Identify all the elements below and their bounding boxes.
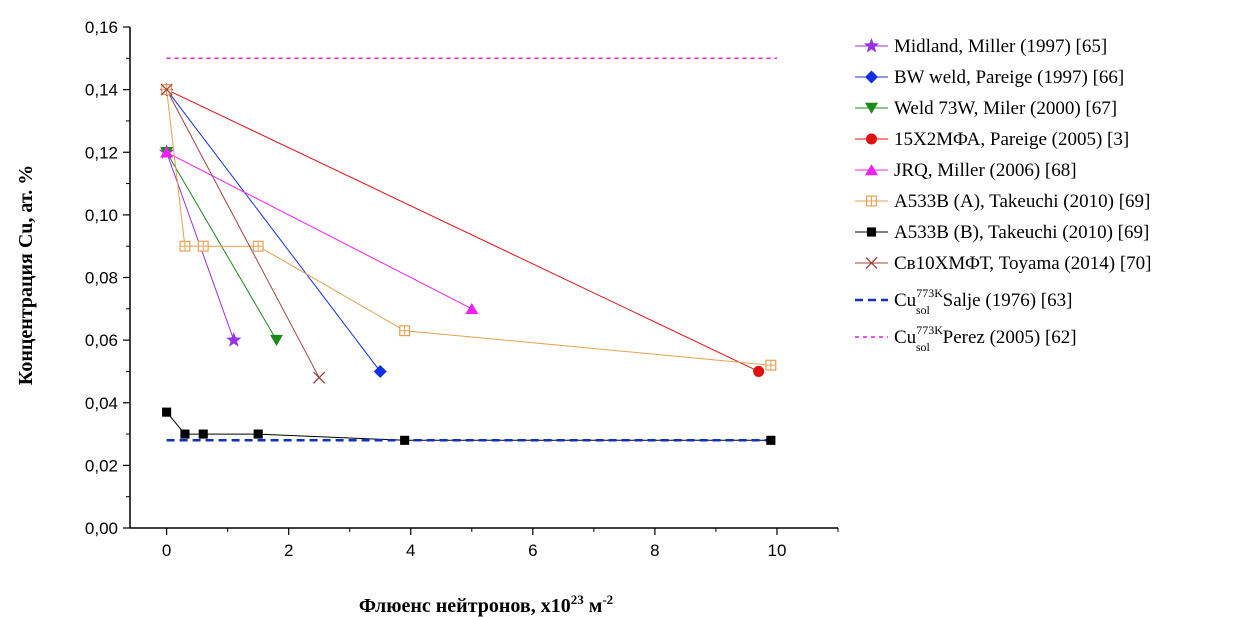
x-stroke-2	[865, 256, 878, 270]
triangle-up-shape	[865, 164, 878, 176]
marker-square-cross	[252, 240, 264, 252]
y-tick-label: 0,08	[85, 269, 118, 288]
circle-shape	[865, 133, 878, 145]
axes: 0 2 4 6 8 10 0,00 0,02 0,04 0,06 0,08 0,10 0,12 0,14 0…	[85, 18, 839, 560]
legend-item: A533B (A), Takeuchi (2010) [69]	[855, 191, 1150, 212]
diamond-shape	[373, 364, 387, 378]
marker-circle	[865, 133, 878, 145]
y-tick-label: 0,14	[85, 81, 118, 100]
series-line-4	[166, 151, 473, 310]
y-tick-label: 0,02	[85, 456, 118, 475]
square-shape	[162, 407, 172, 417]
y-tick-label: 0,04	[85, 394, 118, 413]
marker-star	[226, 332, 242, 347]
marker-square	[766, 435, 776, 445]
y-tick-label: 0,06	[85, 331, 118, 350]
square-shape	[180, 429, 190, 439]
square-shape	[400, 435, 410, 445]
legend-label: BW weld, Pareige (1997) [66]	[894, 67, 1124, 88]
legend-item: 15Х2МФА, Pareige (2005) [3]	[855, 129, 1129, 150]
series-layer	[159, 57, 777, 445]
x-stroke-2	[313, 371, 326, 384]
marker-square-cross	[179, 240, 191, 252]
legend-item: Св10ХМФТ, Toyama (2014) [70]	[855, 253, 1151, 274]
marker-square	[180, 429, 190, 439]
x-tick-label: 6	[528, 541, 537, 560]
marker-triangle-up	[465, 302, 479, 315]
legend-item: BW weld, Pareige (1997) [66]	[855, 67, 1124, 88]
marker-star	[863, 38, 880, 53]
square-shape	[766, 435, 776, 445]
series-line-7	[166, 89, 320, 378]
y-tick-label: 0,00	[85, 519, 118, 538]
marker-triangle-down	[865, 102, 878, 114]
diamond-shape	[865, 70, 878, 84]
y-axis-title: Концентрация Cu, ат. %	[15, 165, 37, 385]
legend-label: Midland, Miller (1997) [65]	[894, 36, 1107, 57]
circle-shape	[753, 365, 765, 377]
marker-square	[253, 429, 263, 439]
marker-square	[162, 407, 172, 417]
x-axis-title: Флюенс нейтронов, x1023 м-2	[359, 592, 613, 617]
marker-square-cross	[866, 195, 877, 207]
triangle-up-shape	[160, 146, 174, 158]
series-line-1	[166, 89, 381, 372]
legend-label: Св10ХМФТ, Toyama (2014) [70]	[894, 253, 1151, 274]
x-tick-label: 8	[650, 541, 659, 560]
legend-label: Cu773K sol Perez (2005) [62]	[894, 323, 1077, 354]
legend: Midland, Miller (1997) [65] BW weld, Pare…	[855, 36, 1151, 354]
legend-item: Cu773K sol Perez (2005) [62]	[855, 323, 1077, 354]
legend-label: Cu773K sol Salje (1976) [63]	[894, 286, 1072, 317]
series-line-3	[166, 89, 759, 372]
marker-triangle-down	[269, 334, 283, 346]
legend-label: A533B (A), Takeuchi (2010) [69]	[894, 191, 1150, 212]
marker-x	[865, 256, 878, 270]
marker-square-cross	[197, 240, 209, 252]
legend-item: JRQ, Miller (2006) [68]	[855, 160, 1077, 181]
x-tick-label: 4	[406, 541, 415, 560]
x-stroke-2	[160, 83, 173, 96]
marker-square-cross	[399, 325, 411, 337]
triangle-up-shape	[465, 302, 479, 315]
marker-circle	[753, 365, 765, 377]
y-tick-label: 0,12	[85, 143, 118, 162]
marker-x	[160, 83, 173, 96]
legend-label: 15Х2МФА, Pareige (2005) [3]	[894, 129, 1129, 150]
marker-square	[400, 435, 410, 445]
series-line-5	[166, 89, 771, 366]
star-shape	[226, 332, 242, 347]
y-tick-label: 0,16	[85, 18, 118, 37]
marker-square	[866, 227, 877, 237]
legend-item: Weld 73W, Miler (2000) [67]	[855, 98, 1117, 119]
marker-diamond	[865, 70, 878, 84]
square-shape	[253, 429, 263, 439]
legend-item: Cu773K sol Salje (1976) [63]	[855, 286, 1072, 317]
y-tick-label: 0,10	[85, 206, 118, 225]
x-tick-label: 2	[284, 541, 293, 560]
square-shape	[866, 227, 877, 237]
x-tick-label: 10	[768, 541, 787, 560]
marker-x	[313, 371, 326, 384]
legend-item: Midland, Miller (1997) [65]	[855, 36, 1107, 57]
legend-label: JRQ, Miller (2006) [68]	[894, 160, 1077, 181]
marker-diamond	[373, 364, 387, 378]
legend-label: Weld 73W, Miler (2000) [67]	[894, 98, 1117, 119]
square-shape	[198, 429, 208, 439]
triangle-down-shape	[269, 334, 283, 346]
triangle-down-shape	[865, 102, 878, 114]
legend-item: A533B (B), Takeuchi (2010) [69]	[855, 222, 1149, 243]
x-tick-label: 0	[162, 541, 171, 560]
marker-square-cross	[765, 359, 777, 371]
marker-triangle-up	[865, 164, 878, 176]
legend-label: A533B (B), Takeuchi (2010) [69]	[894, 222, 1149, 243]
marker-square	[198, 429, 208, 439]
marker-triangle-up	[160, 146, 174, 158]
star-shape	[863, 38, 880, 53]
